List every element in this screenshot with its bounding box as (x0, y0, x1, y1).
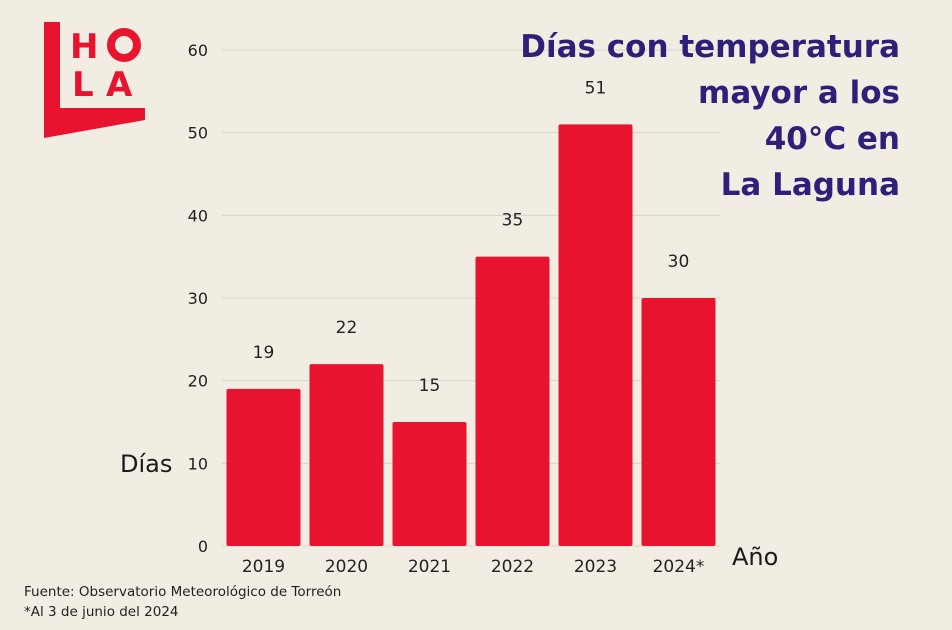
y-tick-40: 40 (188, 206, 208, 225)
data-label-2019: 19 (253, 343, 275, 363)
x-tick-labels: 2019 2020 2021 2022 2023 2024* (242, 557, 705, 577)
footnote: *Al 3 de junio del 2024 (24, 604, 179, 620)
logo-a: A (106, 65, 133, 105)
title-line-4: La Laguna (720, 167, 900, 203)
x-tick-2021: 2021 (408, 557, 451, 577)
data-label-2024*: 30 (668, 252, 690, 272)
bar-2024* (641, 298, 716, 546)
x-tick-2022: 2022 (491, 557, 534, 577)
hola-logo: H L A (44, 22, 145, 138)
x-tick-2024*: 2024* (653, 557, 705, 577)
x-tick-2020: 2020 (325, 557, 368, 577)
data-labels: 19 22 15 35 51 30 (253, 78, 690, 396)
bars (226, 124, 716, 547)
logo-bracket (44, 22, 145, 138)
y-tick-50: 50 (188, 124, 208, 143)
data-label-2023: 51 (585, 78, 607, 98)
x-tick-2019: 2019 (242, 557, 285, 577)
data-label-2020: 22 (336, 318, 358, 338)
data-label-2021: 15 (419, 376, 441, 396)
y-tick-labels: 0 10 20 30 40 50 60 (188, 41, 208, 556)
title-line-2: mayor a los (698, 75, 900, 111)
bar-2022 (475, 256, 550, 546)
bar-2019 (226, 388, 301, 546)
y-tick-30: 30 (188, 289, 208, 308)
gridlines (222, 49, 720, 547)
data-label-2022: 35 (502, 211, 524, 231)
y-tick-20: 20 (188, 372, 208, 391)
y-tick-10: 10 (188, 454, 208, 473)
logo-h: H (70, 27, 98, 67)
x-axis-title: Año (732, 543, 779, 571)
source-note: Fuente: Observatorio Meteorológico de To… (24, 584, 342, 600)
bar-2020 (309, 364, 384, 546)
title-line-3: 40°C en (764, 121, 900, 157)
logo-l: L (72, 65, 94, 105)
bar-2023 (558, 124, 633, 547)
x-tick-2023: 2023 (574, 557, 617, 577)
y-tick-0: 0 (198, 537, 208, 556)
title-line-1: Días con temperatura (520, 29, 900, 65)
logo-o (107, 28, 141, 62)
y-axis-title: Días (120, 450, 173, 478)
bar-2021 (392, 422, 467, 546)
y-tick-60: 60 (188, 41, 208, 60)
